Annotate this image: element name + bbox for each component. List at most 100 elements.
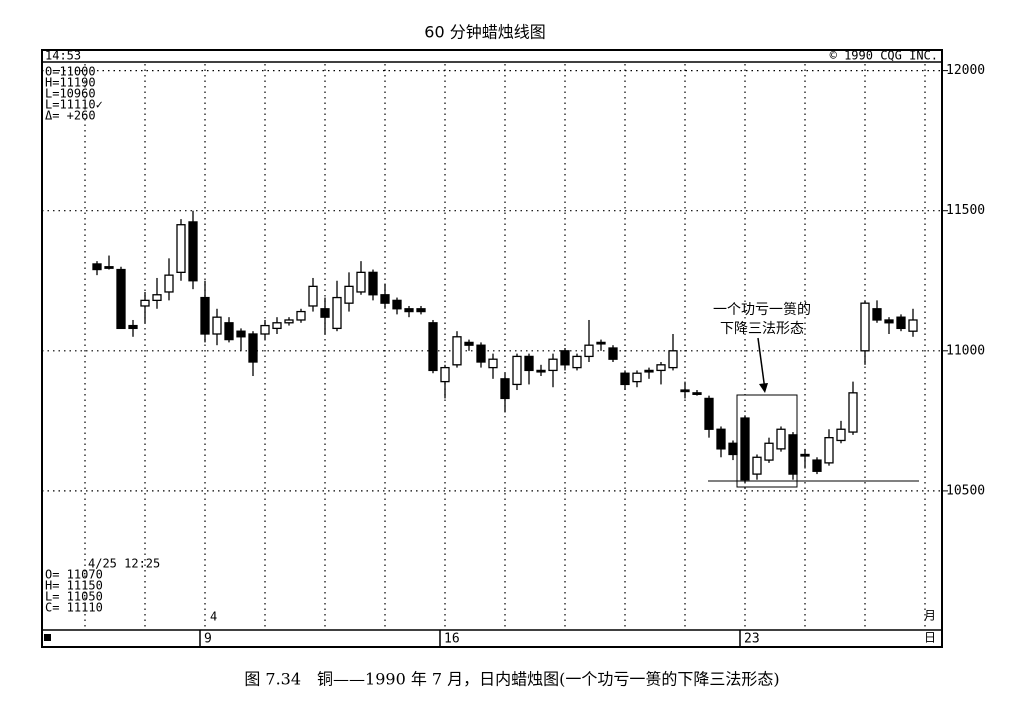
- cursor-text: O= 11070: [45, 568, 103, 582]
- candle-body: [176, 224, 186, 273]
- candle-body: [632, 372, 642, 383]
- arrow-head: [759, 383, 768, 393]
- x-tick-label: 16: [444, 632, 460, 647]
- y-tick-label: 11500: [946, 203, 985, 218]
- y-tick-label: 10500: [946, 483, 985, 498]
- cursor-text: L= 11050: [45, 590, 103, 604]
- axis-unit: 月: [924, 609, 936, 623]
- caption: 图 7.34 铜——1990 年 7 月，日内蜡烛图(一个功亏一篑的下降三法形态…: [244, 670, 779, 689]
- time: 14:53: [45, 49, 81, 63]
- candle-body: [596, 341, 606, 345]
- candle-body: [860, 302, 870, 352]
- candle-body: [644, 369, 654, 373]
- info-text: Δ= +260: [45, 109, 96, 123]
- candle-body: [428, 322, 438, 372]
- candle-body: [440, 366, 450, 383]
- candle-body: [416, 308, 426, 313]
- annotation-arrow: [757, 337, 766, 391]
- candle-body: [692, 392, 702, 395]
- candle-body: [308, 285, 318, 307]
- candle-body: [476, 344, 486, 363]
- candle-body: [572, 355, 582, 369]
- copyright: © 1990 CQG INC.: [830, 49, 938, 63]
- x-tick-label: 23: [744, 632, 760, 647]
- candle-body: [356, 271, 366, 293]
- candle-body: [776, 428, 786, 450]
- candle-body: [536, 369, 546, 373]
- candle-body: [704, 397, 714, 430]
- candle-body: [116, 268, 126, 330]
- chart-title: 60 分钟蜡烛线图: [424, 23, 545, 42]
- cursor-text: H= 11150: [45, 579, 103, 593]
- candle-body: [524, 355, 534, 372]
- candle-body: [836, 428, 846, 442]
- candle-body: [332, 296, 342, 330]
- candle-body: [668, 350, 678, 369]
- frame: [41, 49, 943, 648]
- candle-body: [320, 308, 330, 318]
- candle-body: [764, 442, 774, 461]
- candle-body: [488, 358, 498, 369]
- candle-body: [656, 364, 666, 372]
- candle-body: [200, 296, 210, 335]
- candle-body: [236, 330, 246, 338]
- candle-body: [560, 350, 570, 366]
- candle-body: [92, 263, 102, 271]
- candle-body: [380, 294, 390, 304]
- candle-body: [680, 389, 690, 393]
- candle-body: [812, 459, 822, 472]
- cursor-text: 4/25 12:25: [88, 557, 160, 571]
- candle-body: [128, 324, 138, 330]
- candle-body: [284, 319, 294, 324]
- candle-body: [500, 378, 510, 400]
- candle-body: [248, 333, 258, 363]
- candle-body: [512, 355, 522, 386]
- x-tick-label: 9: [204, 632, 212, 647]
- candle-body: [212, 316, 222, 335]
- y-tick-label: 12000: [946, 63, 985, 78]
- info-text: L=10960: [45, 87, 96, 101]
- month-label: 4: [210, 610, 217, 624]
- candle-body: [260, 324, 270, 335]
- candle-body: [824, 437, 834, 464]
- info-text: H=11190: [45, 76, 96, 90]
- candle-body: [104, 266, 114, 269]
- annotation: 一个功亏一篑的: [713, 302, 811, 318]
- candle-body: [728, 442, 738, 456]
- candle-body: [272, 322, 282, 330]
- info-text: L=11110✓: [45, 98, 103, 112]
- info-text: O=11000: [45, 65, 96, 79]
- candle-body: [896, 316, 906, 330]
- candle-body: [788, 434, 798, 475]
- candle-body: [584, 344, 594, 358]
- candle-body: [872, 308, 882, 321]
- candle-body: [392, 299, 402, 310]
- candle-body: [716, 428, 726, 450]
- axis-unit: 日: [924, 631, 936, 645]
- candle-body: [608, 347, 618, 360]
- candle-body: [848, 392, 858, 433]
- annotation: 下降三法形态: [720, 321, 804, 337]
- candle-body: [752, 456, 762, 475]
- candle-body: [884, 319, 894, 324]
- candle-body: [344, 285, 354, 304]
- candle-body: [908, 319, 918, 332]
- candle-body: [548, 358, 558, 372]
- candle-body: [296, 310, 306, 321]
- cursor-text: C= 11110: [45, 601, 103, 615]
- candle-body: [152, 294, 162, 302]
- marker: [44, 634, 51, 641]
- candle-body: [164, 274, 174, 293]
- candle-body: [368, 271, 378, 296]
- candle-body: [404, 308, 414, 313]
- candle-body: [224, 322, 234, 341]
- candle-body: [464, 341, 474, 346]
- candle-body: [800, 453, 810, 457]
- candle-body: [140, 299, 150, 307]
- candle-body: [740, 417, 750, 481]
- candle-body: [452, 336, 462, 366]
- y-tick-label: 11000: [946, 343, 985, 358]
- candle-body: [188, 221, 198, 282]
